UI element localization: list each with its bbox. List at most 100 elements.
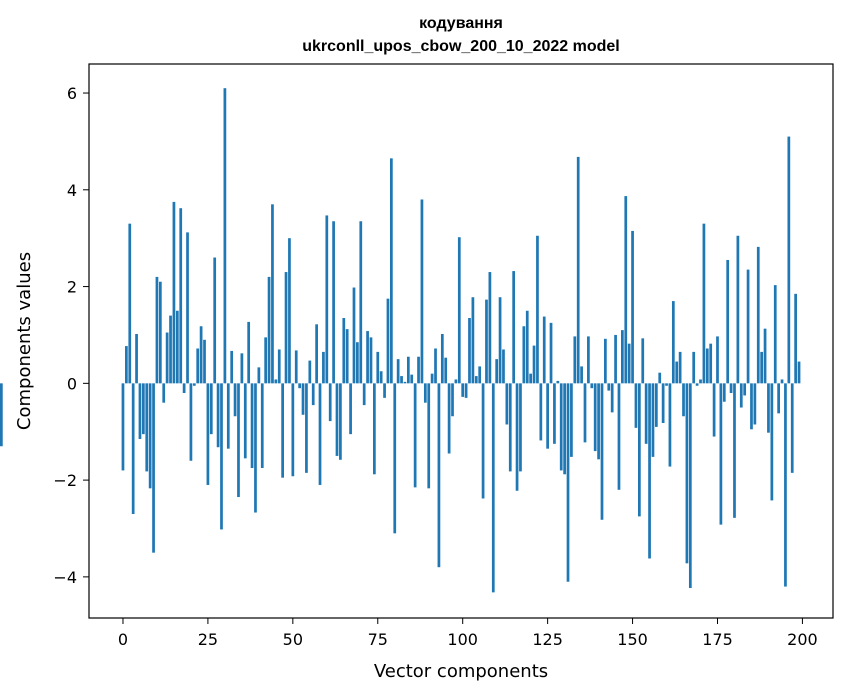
bar-101	[464, 383, 468, 398]
bar-15	[172, 201, 176, 384]
chart-title: кодування	[419, 15, 503, 32]
bar-28	[216, 383, 220, 448]
bar-169	[695, 383, 699, 386]
x-tick-label: 75	[368, 630, 388, 649]
bar-185	[750, 383, 753, 430]
bar-8	[148, 383, 152, 489]
bar-137	[587, 336, 590, 384]
bar-134	[576, 156, 580, 384]
x-tick-label: 25	[198, 630, 218, 649]
bar-89	[423, 383, 427, 403]
bar-91	[430, 373, 434, 384]
bar-110	[495, 359, 499, 384]
x-tick-label: 0	[118, 630, 128, 649]
bar-191	[770, 383, 774, 501]
x-tick-label: 175	[702, 630, 733, 649]
bar-182	[739, 383, 743, 408]
bar-33	[233, 383, 237, 417]
bar-62	[332, 221, 335, 384]
bar-100	[461, 383, 465, 397]
bar-72	[366, 331, 369, 384]
bar-106	[481, 383, 485, 499]
bar-184	[746, 269, 750, 384]
plot-frame	[88, 63, 834, 619]
bar-105	[478, 366, 482, 384]
bar-27	[213, 257, 217, 384]
bar-64	[339, 383, 342, 460]
bar-181	[736, 235, 740, 384]
bar-196	[787, 136, 791, 384]
bar-77	[383, 383, 386, 398]
bar-174	[712, 383, 716, 437]
bar-30	[223, 88, 227, 384]
bar-162	[671, 301, 675, 384]
bar-29	[220, 383, 223, 530]
bar-164	[678, 351, 682, 384]
bar-61	[328, 383, 332, 422]
bar-94	[440, 333, 444, 384]
bar-136	[583, 383, 587, 443]
bar-123	[539, 383, 543, 441]
bar-39	[254, 383, 257, 513]
bar-67	[349, 383, 352, 435]
bar-158	[658, 372, 662, 384]
bar-124	[542, 316, 546, 384]
bar-118	[522, 326, 526, 384]
bar-65	[342, 318, 346, 384]
bar-17	[179, 208, 183, 384]
bar-2	[128, 223, 132, 384]
bar-160	[665, 383, 668, 386]
bar-168	[692, 351, 696, 384]
bar-180	[733, 383, 736, 518]
bar-44	[271, 204, 274, 384]
bar-145	[614, 334, 617, 384]
bar-24	[203, 339, 206, 384]
y-axis-ticks: −4 −2 0 2 4 6	[53, 84, 89, 587]
bar-78	[386, 298, 390, 384]
bar-41	[260, 383, 264, 469]
bar-49	[288, 238, 291, 384]
y-tick-label: 0	[67, 374, 77, 393]
bar-179	[729, 383, 733, 394]
bar-128	[556, 380, 560, 384]
bar-98	[454, 379, 458, 384]
bar-5	[138, 383, 142, 439]
bar-12	[162, 383, 166, 403]
bar-93	[437, 383, 441, 568]
bar-59	[322, 351, 325, 384]
bar-81	[396, 359, 400, 384]
bar-26	[209, 383, 213, 435]
bar-87	[417, 356, 420, 384]
bar-undefined	[0, 383, 3, 447]
bar-99	[457, 237, 461, 384]
bar-190	[767, 383, 770, 433]
bar-116	[515, 383, 519, 491]
bar-103	[471, 297, 475, 384]
bar-173	[709, 343, 713, 384]
bar-139	[593, 383, 597, 452]
bar-176	[719, 383, 723, 525]
bar-148	[624, 196, 628, 384]
bar-102	[468, 318, 471, 384]
bar-189	[763, 328, 767, 384]
x-tick-label: 150	[617, 630, 648, 649]
bar-151	[634, 383, 638, 428]
bar-79	[390, 158, 393, 384]
bar-113	[505, 383, 509, 425]
bar-70	[359, 221, 363, 384]
bar-21	[192, 383, 196, 386]
bar-141	[600, 383, 604, 520]
bar-46	[277, 349, 281, 384]
y-tick-label: 4	[67, 181, 77, 200]
bar-4	[135, 333, 138, 384]
chart-subtitle: ukrconll_upos_cbow_200_10_2022 model	[302, 38, 619, 55]
bar-152	[638, 383, 641, 517]
bar-92	[434, 348, 437, 384]
bar-45	[274, 379, 278, 384]
bar-37	[247, 321, 251, 384]
bar-76	[379, 371, 383, 384]
bar-68	[352, 287, 356, 384]
bar-56	[311, 383, 315, 406]
bar-13	[165, 332, 169, 384]
bar-25	[206, 383, 210, 485]
